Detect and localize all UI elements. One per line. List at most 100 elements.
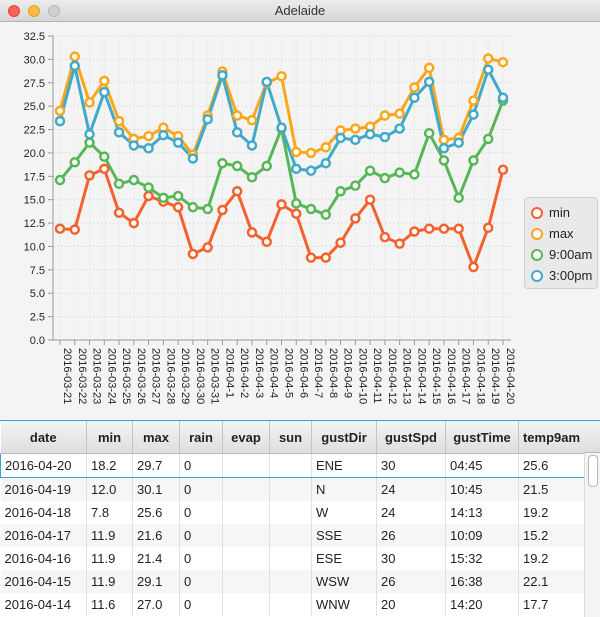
x-tick-label: 2016-04-6	[297, 348, 309, 398]
x-tick-label: 2016-04-13	[401, 348, 413, 404]
cell-gustdir: ENE	[311, 453, 377, 478]
x-tick-label: 2016-04-8	[327, 348, 339, 398]
data-point-min	[143, 190, 154, 202]
data-point-max	[276, 70, 287, 82]
data-point-max	[99, 75, 110, 87]
cell-rain: 0	[179, 477, 223, 501]
data-point-300pm	[394, 123, 405, 134]
x-tick-label: 2016-04-11	[371, 348, 383, 403]
cell-gusttime: 10:45	[445, 477, 519, 501]
data-point-max	[291, 146, 302, 158]
data-point-900am	[482, 133, 494, 145]
cell-gustspd: 26	[376, 570, 446, 593]
column-header-max[interactable]: max	[132, 421, 180, 454]
x-tick-label: 2016-04-5	[283, 348, 295, 398]
data-point-min	[379, 231, 391, 243]
data-point-max	[423, 62, 435, 74]
data-point-min	[438, 223, 450, 234]
x-tick-label: 2016-04-10	[356, 348, 368, 404]
data-point-300pm	[187, 153, 199, 164]
data-point-max	[54, 105, 66, 117]
y-tick-label: 22.5	[24, 125, 45, 137]
data-point-300pm	[364, 128, 376, 140]
column-header-temp9am[interactable]: temp9am	[518, 421, 585, 454]
scrollbar-thumb[interactable]	[588, 455, 598, 487]
data-point-900am	[231, 160, 243, 172]
x-tick-label: 2016-04-20	[504, 348, 516, 404]
data-point-max	[497, 56, 509, 68]
table-row[interactable]: 2016-04-20 18.2 29.7 0 ENE 30 04:45 25.6	[0, 453, 585, 478]
data-point-min	[217, 204, 228, 216]
column-header-date[interactable]: date	[0, 421, 87, 454]
data-point-min	[468, 261, 479, 273]
data-point-900am	[69, 157, 81, 168]
data-point-max	[409, 82, 420, 93]
data-point-min	[305, 252, 317, 263]
table-row[interactable]: 2016-04-15 11.9 29.1 0 WSW 26 16:38 22.1	[0, 570, 585, 593]
data-point-min	[320, 252, 332, 263]
x-tick-label: 2016-03-26	[135, 348, 147, 404]
x-tick-label: 2016-03-21	[61, 348, 73, 404]
data-point-min	[113, 207, 125, 219]
cell-date: 2016-04-14	[0, 593, 87, 616]
x-tick-label: 2016-04-15	[430, 348, 442, 404]
column-header-min[interactable]: min	[86, 421, 133, 454]
weather-table[interactable]: date min max rain evap sun gustDir gustSpd gustT…	[0, 420, 600, 617]
data-point-900am	[468, 155, 479, 166]
x-tick-label: 2016-04-1	[223, 348, 235, 398]
data-point-900am	[364, 165, 376, 176]
data-point-300pm	[99, 86, 110, 98]
minimize-window-button[interactable]	[28, 5, 40, 17]
data-point-300pm	[379, 131, 391, 143]
cell-min: 11.9	[86, 524, 133, 547]
data-point-min	[453, 223, 464, 234]
data-point-300pm	[172, 137, 184, 148]
cell-max: 29.1	[132, 570, 180, 593]
data-point-300pm	[482, 64, 494, 75]
column-header-rain[interactable]: rain	[179, 421, 223, 454]
vertical-scrollbar[interactable]	[584, 453, 600, 617]
data-point-max	[468, 95, 479, 106]
data-point-max	[246, 114, 258, 126]
legend-swatch-max	[531, 227, 543, 240]
data-point-300pm	[350, 134, 361, 146]
y-tick-label: 10.0	[24, 241, 45, 253]
column-header-gusttime[interactable]: gustTime	[445, 421, 519, 454]
title-bar: Adelaide	[0, 0, 600, 22]
table-row[interactable]: 2016-04-16 11.9 21.4 0 ESE 30 15:32 19.2	[0, 547, 585, 570]
cell-temp9am: 17.7	[518, 593, 585, 616]
column-header-sun[interactable]: sun	[269, 421, 312, 454]
cell-sun	[269, 524, 312, 547]
x-tick-label: 2016-03-28	[164, 348, 176, 404]
zoom-window-button[interactable]	[48, 5, 60, 17]
x-tick-label: 2016-03-30	[194, 348, 206, 404]
cell-evap	[222, 593, 270, 616]
legend-item-3pm: 3:00pm	[531, 265, 597, 286]
table-row[interactable]: 2016-04-14 11.6 27.0 0 WNW 20 14:20 17.7	[0, 593, 585, 616]
close-window-button[interactable]	[8, 5, 20, 17]
data-point-max	[320, 142, 332, 153]
table-row[interactable]: 2016-04-19 12.0 30.1 0 N 24 10:45 21.5	[0, 477, 585, 501]
column-header-gustspd[interactable]: gustSpd	[376, 421, 446, 454]
data-point-300pm	[276, 122, 287, 133]
data-point-min	[482, 222, 494, 234]
data-point-900am	[423, 128, 435, 139]
chart-svg: 0.0 2.5 5.0 7.5 10.0 12.5 15.0 17.5 20.0 22.5 25.0…	[24, 31, 516, 404]
legend-swatch-3pm	[531, 269, 543, 282]
table-header-row: date min max rain evap sun gustDir gustSpd gustT…	[0, 421, 585, 454]
y-tick-label: 25.0	[24, 101, 45, 113]
y-tick-label: 17.5	[24, 171, 45, 183]
cell-max: 30.1	[132, 477, 180, 501]
data-point-900am	[113, 178, 125, 190]
cell-max: 29.7	[132, 453, 180, 478]
cell-evap	[222, 477, 270, 501]
table-row[interactable]: 2016-04-18 7.8 25.6 0 W 24 14:13 19.2	[0, 501, 585, 524]
column-header-gustdir[interactable]: gustDir	[311, 421, 377, 454]
chart-legend: min max 9:00am 3:00pm	[524, 197, 598, 289]
y-tick-label: 32.5	[24, 31, 45, 43]
data-point-min	[231, 186, 243, 197]
column-header-evap[interactable]: evap	[222, 421, 270, 454]
table-row[interactable]: 2016-04-17 11.9 21.6 0 SSE 26 10:09 15.2	[0, 524, 585, 547]
cell-date: 2016-04-19	[0, 477, 87, 501]
cell-gustspd: 26	[376, 524, 446, 547]
